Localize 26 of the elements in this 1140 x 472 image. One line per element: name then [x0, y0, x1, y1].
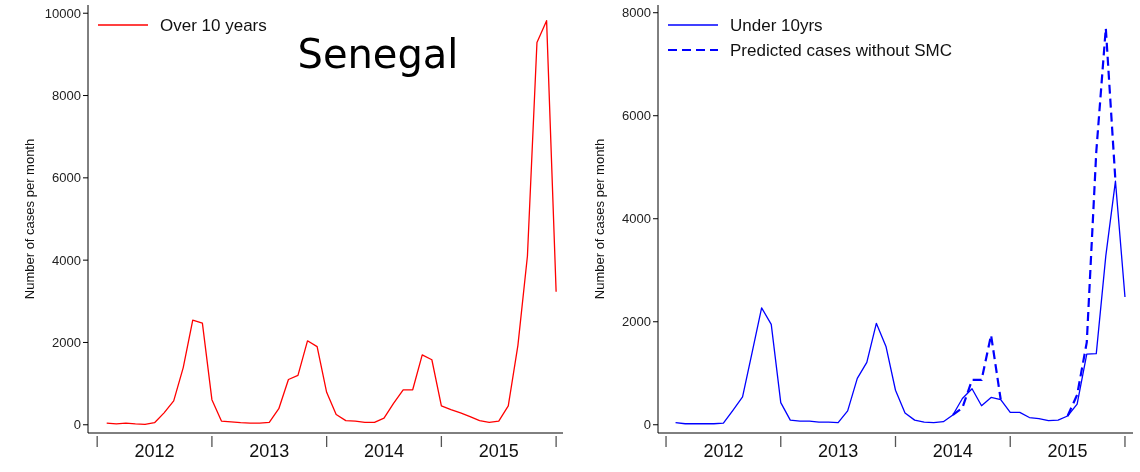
line-series — [106, 19, 557, 426]
y-tick-label: 8000 — [52, 88, 81, 104]
y-tick-label: 2000 — [52, 335, 81, 351]
y-tick-label: 6000 — [622, 108, 651, 124]
y-tick-label: 2000 — [622, 314, 651, 330]
y-tick-label: 10000 — [44, 5, 81, 21]
y-tick-label: 6000 — [52, 170, 81, 186]
y-tick-label: 8000 — [622, 5, 651, 21]
x-tick-label: 2014 — [932, 441, 973, 461]
x-tick-label: 2013 — [249, 441, 290, 461]
legend-label: Predicted cases without SMC — [730, 40, 953, 60]
x-tick-label: 2015 — [1047, 441, 1088, 461]
y-axis-title: Number of cases per month — [22, 138, 37, 300]
y-tick-label: 4000 — [622, 211, 651, 227]
y-axis-title: Number of cases per month — [592, 138, 607, 300]
legend-label: Under 10yrs — [730, 15, 823, 35]
annotation: Senegal — [297, 31, 459, 77]
x-tick-label: 2012 — [134, 441, 175, 461]
y-tick-label: 0 — [643, 417, 651, 433]
y-tick-label: 4000 — [52, 252, 81, 268]
y-tick-label: 0 — [73, 417, 81, 433]
x-tick-label: 2014 — [363, 441, 405, 461]
legend-label: Over 10 years — [160, 15, 267, 35]
x-tick-label: 2013 — [818, 441, 859, 461]
x-tick-label: 2015 — [478, 441, 519, 461]
x-tick-label: 2012 — [703, 441, 744, 461]
